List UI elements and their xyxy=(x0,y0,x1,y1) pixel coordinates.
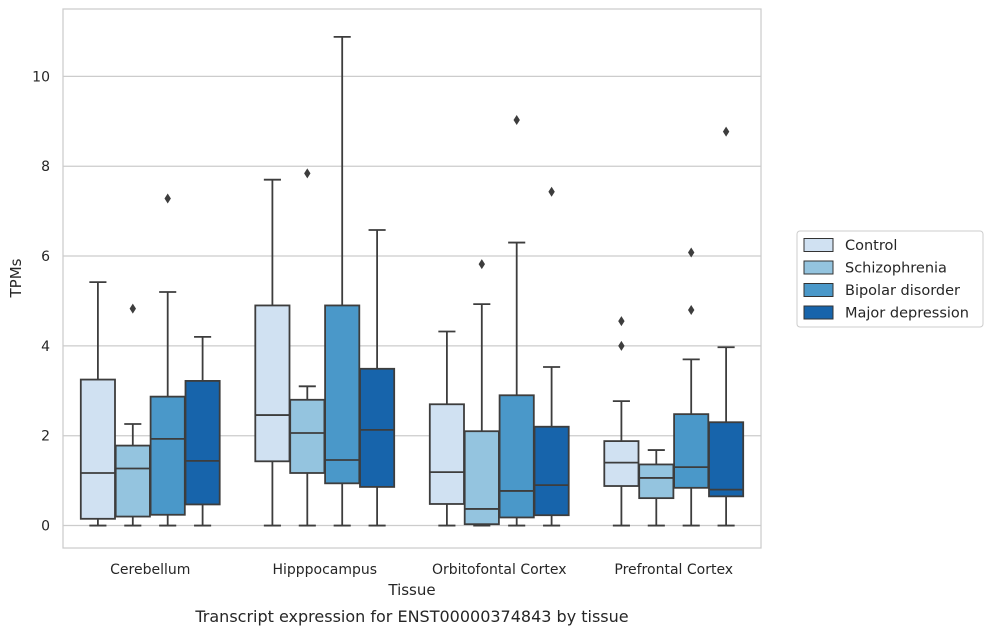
box-iqr xyxy=(708,421,745,498)
x-tick-label: Orbitofontal Cortex xyxy=(432,562,567,578)
x-axis-label: Tissue xyxy=(387,581,435,599)
box-iqr xyxy=(498,394,535,519)
y-tick-label: 2 xyxy=(41,429,50,445)
legend: Control Schizophrenia Bipolar disorder Majo… xyxy=(796,230,984,328)
outlier-point xyxy=(618,340,625,351)
box-3-0 xyxy=(184,335,221,527)
legend-swatch xyxy=(803,283,834,297)
outlier-point xyxy=(304,168,311,179)
x-tick-label: Prefrontal Cortex xyxy=(614,562,733,578)
legend-swatch xyxy=(803,305,834,320)
legend-frame xyxy=(796,230,984,328)
box-1-2 xyxy=(463,259,500,527)
box-3-1 xyxy=(359,229,396,527)
legend-swatch xyxy=(803,238,834,252)
x-tick-label: Cerebellum xyxy=(110,562,190,578)
outlier-point xyxy=(513,114,520,125)
outlier-point xyxy=(129,303,136,314)
box-0-3 xyxy=(603,316,640,527)
box-iqr xyxy=(289,398,326,474)
plot-frame xyxy=(62,8,762,549)
box-0-1 xyxy=(254,178,291,527)
x-tick-labels: Cerebellum Hipppocampus Orbitofontal Corte… xyxy=(110,562,733,578)
outlier-point xyxy=(688,247,695,258)
box-0-2 xyxy=(428,330,465,527)
box-iqr xyxy=(184,380,221,506)
box-iqr xyxy=(79,378,116,520)
box-iqr xyxy=(673,413,710,489)
legend-label: Major depression xyxy=(845,306,969,322)
box-3-2 xyxy=(533,186,570,527)
y-tick-label: 8 xyxy=(41,159,50,175)
y-tick-label: 6 xyxy=(41,249,50,265)
box-2-1 xyxy=(324,35,361,527)
box-2-3 xyxy=(673,247,710,527)
box-iqr xyxy=(324,304,361,485)
box-3-3 xyxy=(708,126,745,527)
legend-swatch xyxy=(803,260,834,275)
boxes xyxy=(79,35,745,527)
legend-label: Bipolar disorder xyxy=(845,283,960,299)
outlier-point xyxy=(722,126,730,137)
chart-caption: Transcript expression for ENST0000037484… xyxy=(194,607,628,626)
y-tick-label: 0 xyxy=(41,519,50,535)
box-iqr xyxy=(149,395,186,516)
box-0-0 xyxy=(79,281,116,527)
box-iqr xyxy=(533,425,570,517)
legend-label: Control xyxy=(845,238,897,254)
box-2-0 xyxy=(149,193,186,527)
y-tick-label: 4 xyxy=(41,339,50,355)
legend-label: Schizophrenia xyxy=(845,261,947,277)
box-iqr xyxy=(428,403,465,505)
x-tick-label: Hipppocampus xyxy=(272,562,377,578)
outlier-point xyxy=(688,304,695,315)
outlier-point xyxy=(548,186,555,197)
outlier-point xyxy=(478,259,485,270)
box-2-2 xyxy=(498,114,535,527)
y-axis-label: TPMs xyxy=(7,258,25,298)
box-iqr xyxy=(114,444,151,518)
box-iqr xyxy=(638,463,675,500)
box-iqr xyxy=(359,367,396,488)
box-iqr xyxy=(254,304,291,463)
y-tick-label: 10 xyxy=(32,69,50,85)
outlier-point xyxy=(618,316,625,327)
y-tick-labels: 0 2 4 6 8 10 xyxy=(32,69,50,534)
box-iqr xyxy=(463,430,500,526)
outlier-point xyxy=(164,193,171,204)
